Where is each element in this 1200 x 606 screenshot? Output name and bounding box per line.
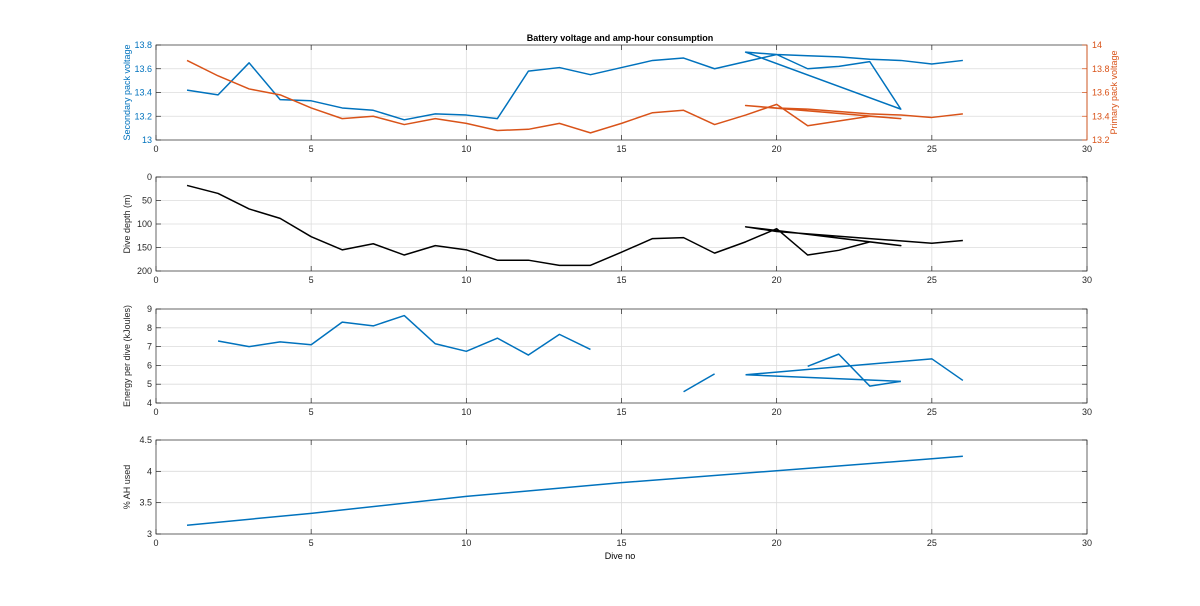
y-tick-label: 13.2 (134, 111, 152, 121)
y-tick-label: 150 (137, 243, 152, 253)
x-tick-label: 0 (153, 538, 158, 548)
series-line-blue (217, 314, 591, 356)
y-tick-label: 4 (147, 466, 152, 476)
x-tick-label: 0 (153, 144, 158, 154)
y-axis-label: Energy per dive (kJoules) (122, 305, 132, 407)
series-line-blue (745, 358, 964, 382)
y-right-tick-label: 13.6 (1092, 88, 1110, 98)
y-tick-label: 13.8 (134, 40, 152, 50)
series-line-blue (807, 353, 901, 387)
x-tick-label: 5 (309, 538, 314, 548)
x-tick-label: 25 (927, 538, 937, 548)
series-line-orange (186, 59, 963, 134)
y-tick-label: 0 (147, 172, 152, 182)
y-tick-label: 8 (147, 323, 152, 333)
x-tick-label: 10 (461, 407, 471, 417)
y-tick-label: 13.6 (134, 64, 152, 74)
x-tick-label: 20 (772, 538, 782, 548)
y-tick-label: 50 (142, 196, 152, 206)
y-tick-label: 3 (147, 529, 152, 539)
y-axis-label: Dive depth (m) (122, 194, 132, 253)
y-right-tick-label: 14 (1092, 40, 1102, 50)
x-tick-label: 20 (772, 144, 782, 154)
x-tick-label: 25 (927, 144, 937, 154)
y-right-axis-label: Primary pack voltage (1109, 50, 1119, 134)
x-tick-label: 0 (153, 407, 158, 417)
y-tick-label: 4 (147, 398, 152, 408)
y-tick-label: 13.4 (134, 88, 152, 98)
y-tick-label: 7 (147, 342, 152, 352)
x-tick-label: 15 (616, 407, 626, 417)
figure-title: Battery voltage and amp-hour consumption (527, 33, 714, 43)
y-right-tick-label: 13.4 (1092, 111, 1110, 121)
y-right-tick-label: 13.8 (1092, 64, 1110, 74)
panel-ah: 0 5 10 15 20 25 30 3 3.5 4 4.5 % AH used (122, 435, 1092, 548)
x-tick-label: 25 (927, 407, 937, 417)
x-tick-label: 30 (1082, 407, 1092, 417)
y-tick-label: 5 (147, 379, 152, 389)
x-tick-label: 30 (1082, 144, 1092, 154)
y-tick-label: 100 (137, 219, 152, 229)
series-line-black (186, 184, 963, 267)
x-tick-label: 15 (616, 538, 626, 548)
x-tick-label: 5 (309, 144, 314, 154)
x-tick-label: 30 (1082, 538, 1092, 548)
series-line-blue (186, 455, 963, 526)
panel-voltage: 0 5 10 15 20 25 301313.213.413.613.8Secondary … (122, 40, 1119, 154)
x-tick-label: 15 (616, 275, 626, 285)
series-line-blue (683, 373, 715, 393)
x-tick-label: 10 (461, 275, 471, 285)
x-tick-label: 5 (309, 407, 314, 417)
x-tick-label: 20 (772, 407, 782, 417)
x-tick-label: 20 (772, 275, 782, 285)
x-tick-label: 5 (309, 275, 314, 285)
y-tick-label: 200 (137, 266, 152, 276)
series-line-blue (745, 374, 901, 383)
y-tick-label: 3.5 (139, 498, 152, 508)
y-right-tick-label: 13.2 (1092, 135, 1110, 145)
panel-energy: 0 5 10 15 20 25 30 4 5 6 7 8 9 Energy per dive (kJoul… (122, 304, 1092, 417)
y-tick-label: 9 (147, 304, 152, 314)
panel-depth: 0 5 10 15 20 25 30 0 50 100 150 200 Dive depth (m) (122, 172, 1092, 285)
x-tick-label: 30 (1082, 275, 1092, 285)
series-line-blue (186, 51, 963, 121)
y-tick-label: 13 (142, 135, 152, 145)
x-tick-label: 0 (153, 275, 158, 285)
x-tick-label: 25 (927, 275, 937, 285)
x-tick-label: 10 (461, 538, 471, 548)
y-axis-label: % AH used (122, 465, 132, 510)
y-axis-label: Secondary pack voltage (122, 44, 132, 140)
x-axis-label: Dive no (605, 551, 636, 561)
x-tick-label: 15 (616, 144, 626, 154)
x-tick-label: 10 (461, 144, 471, 154)
y-tick-label: 4.5 (139, 435, 152, 445)
y-tick-label: 6 (147, 360, 152, 370)
